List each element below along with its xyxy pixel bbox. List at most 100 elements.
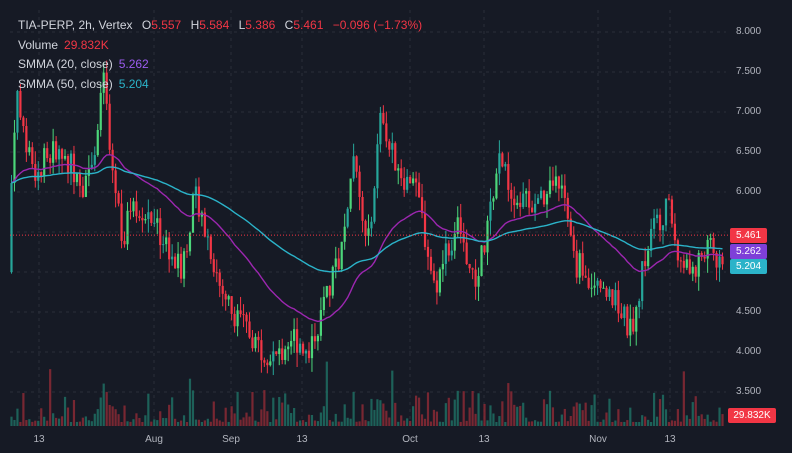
- candle-body: [676, 240, 679, 261]
- volume-bar: [46, 420, 49, 426]
- candle-body: [501, 153, 504, 167]
- volume-bar: [179, 420, 183, 426]
- volume-bar: [301, 420, 305, 426]
- volume-bar: [498, 416, 501, 426]
- candle-body: [584, 275, 587, 278]
- volume-bar: [584, 402, 587, 426]
- volume-bar: [721, 414, 724, 426]
- volume-bar: [251, 391, 254, 426]
- candle-body: [468, 264, 471, 269]
- candle-body: [60, 149, 64, 159]
- candle-body: [679, 260, 682, 262]
- volume-bar: [266, 411, 269, 426]
- candle-body: [162, 244, 165, 246]
- candle-body: [102, 72, 105, 93]
- candle-body: [197, 186, 201, 217]
- candle-body: [441, 263, 444, 270]
- volume-bar: [293, 408, 296, 426]
- candle-body: [590, 287, 593, 289]
- smma50-label: SMMA (50, close): [18, 76, 113, 91]
- volume-bar: [144, 415, 147, 426]
- volume-bar: [652, 392, 656, 426]
- volume-bar: [626, 420, 629, 426]
- volume-bar: [373, 409, 376, 426]
- volume-bar: [658, 399, 662, 426]
- volume-bar: [319, 412, 322, 426]
- candle-body: [331, 266, 334, 296]
- candle-body: [209, 236, 212, 260]
- volume-bar: [22, 393, 25, 426]
- volume-bar: [608, 398, 611, 426]
- candle-body: [182, 251, 186, 279]
- candle-body: [194, 186, 198, 196]
- volume-bar: [516, 406, 519, 426]
- candle-body: [43, 148, 46, 177]
- chart-legend: TIA-PERP, 2h, Vertex O5.557 H5.584 L5.38…: [18, 16, 422, 94]
- candle-body: [608, 289, 611, 297]
- candle-body: [126, 210, 129, 245]
- volume-bar: [670, 420, 674, 426]
- volume-bar: [510, 391, 513, 426]
- low-label: L: [238, 18, 246, 32]
- volume-bar: [233, 413, 236, 426]
- volume-bar: [63, 396, 67, 426]
- candle-body: [563, 185, 566, 198]
- symbol-label[interactable]: TIA-PERP, 2h, Vertex: [18, 18, 133, 32]
- candle-body: [700, 252, 703, 257]
- volume-bar: [269, 421, 272, 426]
- volume-bar: [185, 421, 189, 426]
- candle-body: [650, 228, 653, 251]
- volume-bar: [275, 419, 278, 426]
- volume-bar: [414, 395, 418, 426]
- volume-bar: [700, 414, 703, 426]
- candle-body: [566, 197, 569, 219]
- candle-body: [171, 256, 174, 260]
- smma20-legend[interactable]: SMMA (20, close) 5.262: [18, 55, 422, 75]
- candle-body: [632, 318, 635, 332]
- volume-bar: [28, 419, 31, 426]
- smma50-legend[interactable]: SMMA (50, close) 5.204: [18, 75, 422, 95]
- time-tick: 13: [33, 434, 45, 445]
- volume-bar: [188, 378, 192, 426]
- volume-bar: [492, 413, 495, 426]
- candle-body: [575, 250, 578, 278]
- volume-bar: [718, 407, 721, 426]
- candle-body: [596, 280, 599, 286]
- volume-bar: [614, 420, 617, 426]
- volume-bar: [60, 416, 64, 426]
- volume-bar: [394, 402, 397, 426]
- time-tick: Aug: [145, 434, 163, 445]
- volume-bar: [310, 414, 314, 426]
- volume-bar: [483, 403, 486, 426]
- candle-body: [712, 237, 715, 253]
- candle-body: [78, 173, 82, 186]
- volume-bar: [397, 421, 400, 426]
- volume-legend[interactable]: Volume 29.832K: [18, 36, 422, 56]
- high-value: 5.584: [199, 18, 230, 32]
- volume-bar: [661, 394, 665, 426]
- volume-bar: [400, 415, 403, 426]
- volume-bar: [703, 418, 706, 426]
- volume-bar: [72, 400, 76, 426]
- volume-bar: [379, 400, 382, 426]
- smma20-line: [11, 153, 723, 323]
- volume-bar: [575, 402, 578, 426]
- low-value: 5.386: [245, 18, 276, 32]
- volume-bar: [432, 409, 436, 426]
- candle-body: [450, 250, 453, 256]
- volume-bar: [218, 420, 221, 426]
- volume-bar: [560, 414, 563, 426]
- volume-bar: [495, 421, 498, 426]
- volume-bar: [459, 421, 462, 426]
- volume-bar: [542, 399, 546, 426]
- candle-body: [709, 237, 712, 240]
- volume-bar: [572, 406, 575, 426]
- candle-body: [647, 250, 650, 267]
- volume-bar: [108, 404, 111, 426]
- candle-body: [694, 266, 697, 277]
- candle-body: [343, 226, 346, 242]
- candle-body: [325, 285, 328, 297]
- volume-bar: [159, 411, 162, 426]
